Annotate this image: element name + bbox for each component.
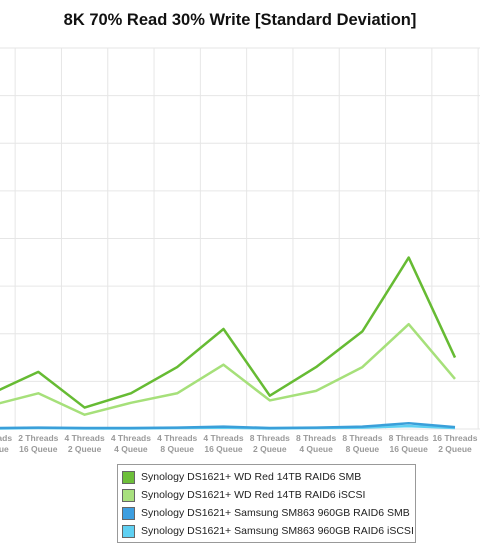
legend: Synology DS1621+ WD Red 14TB RAID6 SMB Sy… [117,464,416,543]
series-line [0,256,457,409]
x-tick-label: 2 Queue [253,444,287,454]
series-line [0,422,456,430]
x-tick-label: 16 Queue [390,444,429,454]
x-tick-label: 2 Threads [0,433,12,443]
x-tick-label: 8 Queue [160,444,194,454]
x-tick-label: 8 Threads [296,433,336,443]
legend-swatch [122,488,135,502]
legend-label: Synology DS1621+ Samsung SM863 960GB RAI… [141,525,414,537]
x-tick-label: 16 Threads [433,433,478,443]
x-tick-label: 4 Queue [114,444,148,454]
legend-label: Synology DS1621+ WD Red 14TB RAID6 iSCSI [141,489,366,501]
x-tick-label: 4 Threads [203,433,243,443]
legend-swatch [122,506,135,520]
legend-label: Synology DS1621+ WD Red 14TB RAID6 SMB [141,471,362,483]
legend-item: Synology DS1621+ WD Red 14TB RAID6 iSCSI [122,486,415,504]
x-tick-label: 16 Queue [204,444,243,454]
x-tick-label: 16 Queue [19,444,58,454]
x-tick-label: 4 Queue [299,444,333,454]
x-tick-label: 2 Queue [68,444,102,454]
x-tick-label: 8 Threads [342,433,382,443]
x-tick-label: 2 Queue [438,444,472,454]
x-tick-label: 8 Queue [346,444,380,454]
chart-title: 8K 70% Read 30% Write [Standard Deviatio… [63,11,417,29]
legend-swatch [122,524,135,538]
legend-label: Synology DS1621+ Samsung SM863 960GB RAI… [141,507,410,519]
series-lines [0,256,457,430]
grid-lines [0,47,480,430]
x-tick-label: 4 Threads [111,433,151,443]
legend-item: Synology DS1621+ WD Red 14TB RAID6 SMB [122,468,415,486]
series-line [0,322,456,416]
x-tick-label: 2 Queue [0,444,9,454]
x-tick-label: 4 Threads [157,433,197,443]
legend-item: Synology DS1621+ Samsung SM863 960GB RAI… [122,522,415,540]
x-tick-label: 8 Threads [250,433,290,443]
legend-swatch [122,470,135,484]
legend-item: Synology DS1621+ Samsung SM863 960GB RAI… [122,504,415,522]
x-tick-label: 4 Threads [65,433,105,443]
x-tick-label: 2 Threads [18,433,58,443]
x-tick-label: 8 Threads [389,433,429,443]
